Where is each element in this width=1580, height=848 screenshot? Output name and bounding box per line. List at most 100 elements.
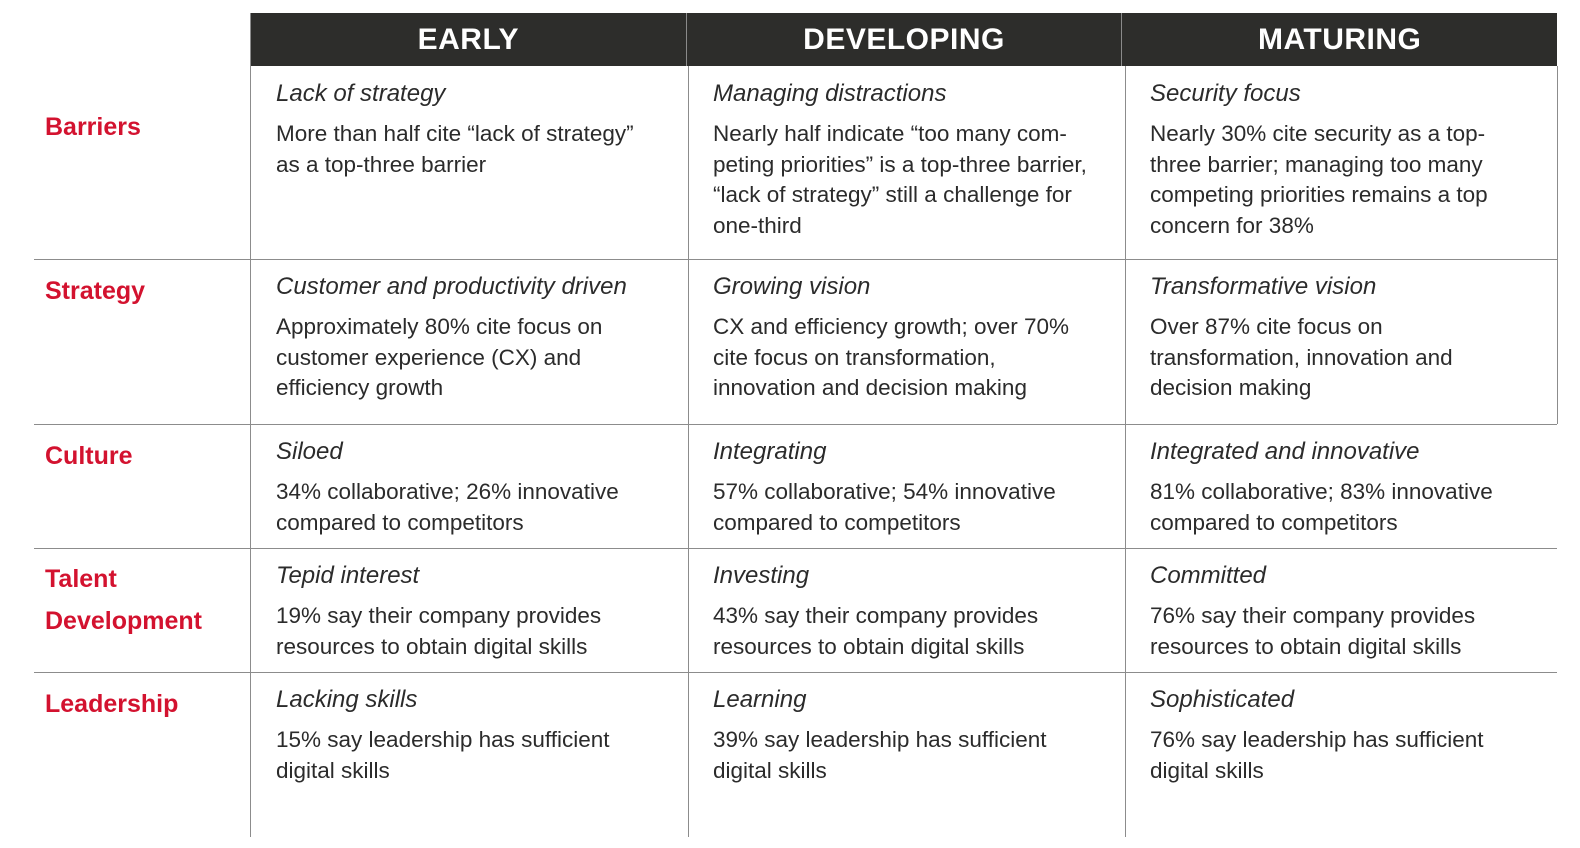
desc-line: one-third: [713, 212, 802, 238]
desc-line: “lack of strategy” still a challenge for: [713, 182, 1072, 207]
desc-line: competing priorities remains a top: [1150, 182, 1488, 207]
desc-line: Nearly half indicate “too many com-: [713, 121, 1067, 146]
desc-line: three barrier; managing too many: [1150, 151, 1483, 177]
cell-title: Customer and productivity driven: [276, 273, 627, 300]
desc-line: Over 87% cite focus on: [1150, 314, 1383, 339]
cell-title: Growing vision: [713, 273, 871, 300]
table-header: EARLY DEVELOPING MATURING: [251, 13, 1557, 66]
cell-culture-early: Siloed 34% collaborative; 26% innovative…: [276, 437, 676, 538]
cell-title: Learning: [713, 686, 807, 713]
cell-title: Lacking skills: [276, 686, 418, 713]
desc-line: Nearly 30% cite security as a top-: [1150, 121, 1486, 146]
cell-description: 19% say their company provides resources…: [276, 601, 676, 662]
cell-description: Nearly 30% cite security as a top- three…: [1150, 119, 1550, 241]
cell-talent-developing: Investing 43% say their company provides…: [713, 561, 1113, 662]
desc-line: customer experience (CX) and: [276, 344, 582, 370]
cell-title: Committed: [1150, 562, 1267, 589]
desc-line: compared to competitors: [1150, 509, 1398, 535]
cell-description: 57% collaborative; 54% innovative compar…: [713, 477, 1113, 538]
desc-line: resources to obtain digital skills: [276, 633, 588, 659]
desc-line: 43% say their company provides: [713, 603, 1039, 628]
row-label-culture: Culture: [45, 442, 133, 470]
cell-title: Siloed: [276, 438, 343, 465]
cell-talent-early: Tepid interest 19% say their company pro…: [276, 561, 676, 662]
desc-line: peting priorities” is a top-three barrie…: [713, 151, 1087, 177]
grid-line-vertical: [688, 66, 689, 837]
cell-description: CX and efficiency growth; over 70% cite …: [713, 312, 1113, 404]
cell-strategy-developing: Growing vision CX and efficiency growth;…: [713, 272, 1113, 404]
cell-leadership-maturing: Sophisticated 76% say leadership has suf…: [1150, 685, 1550, 786]
desc-line: 76% say leadership has sufficient: [1150, 727, 1484, 752]
cell-title: Lack of strategy: [276, 80, 446, 107]
cell-title: Integrating: [713, 438, 827, 465]
cell-strategy-early: Customer and productivity driven Approxi…: [276, 272, 676, 404]
cell-description: 76% say their company provides resources…: [1150, 601, 1550, 662]
desc-line: digital skills: [276, 757, 390, 783]
row-label-line: Talent: [45, 565, 117, 593]
column-header-early: EARLY: [251, 13, 687, 66]
column-header-developing: DEVELOPING: [687, 13, 1123, 66]
grid-line-horizontal: [34, 672, 1557, 673]
cell-leadership-early: Lacking skills 15% say leadership has su…: [276, 685, 676, 786]
cell-barriers-developing: Managing distractions Nearly half indica…: [713, 79, 1113, 241]
desc-line: compared to competitors: [713, 509, 961, 535]
desc-line: 57% collaborative; 54% innovative: [713, 479, 1056, 504]
desc-line: CX and efficiency growth; over 70%: [713, 314, 1070, 339]
cell-description: 34% collaborative; 26% innovative compar…: [276, 477, 676, 538]
desc-line: resources to obtain digital skills: [713, 633, 1025, 659]
desc-line: resources to obtain digital skills: [1150, 633, 1462, 659]
desc-line: cite focus on transformation,: [713, 344, 996, 370]
cell-description: 39% say leadership has sufficient digita…: [713, 725, 1113, 786]
cell-description: Over 87% cite focus on transformation, i…: [1150, 312, 1550, 404]
desc-line: compared to competitors: [276, 509, 524, 535]
cell-description: Nearly half indicate “too many com- peti…: [713, 119, 1113, 241]
grid-line-horizontal: [34, 424, 1557, 425]
desc-line: concern for 38%: [1150, 212, 1314, 238]
desc-line: 34% collaborative; 26% innovative: [276, 479, 619, 504]
column-header-maturing: MATURING: [1257, 22, 1422, 56]
desc-line: 15% say leadership has sufficient: [276, 727, 610, 752]
row-label-barriers: Barriers: [45, 113, 141, 141]
cell-barriers-early: Lack of strategy More than half cite “la…: [276, 79, 676, 180]
desc-line: innovation and decision making: [713, 375, 1027, 400]
cell-talent-maturing: Committed 76% say their company provides…: [1150, 561, 1550, 662]
desc-line: 81% collaborative; 83% innovative: [1150, 479, 1493, 504]
desc-line: 76% say their company provides: [1150, 603, 1476, 628]
grid-line-vertical: [250, 13, 251, 837]
row-label-leadership: Leadership: [45, 690, 179, 718]
cell-description: 15% say leadership has sufficient digita…: [276, 725, 676, 786]
cell-title: Sophisticated: [1150, 686, 1295, 713]
cell-title: Integrated and innovative: [1150, 438, 1420, 465]
cell-title: Transformative vision: [1150, 273, 1377, 300]
desc-line: digital skills: [713, 757, 827, 783]
cell-strategy-maturing: Transformative vision Over 87% cite focu…: [1150, 272, 1550, 404]
cell-description: 76% say leadership has sufficient digita…: [1150, 725, 1550, 786]
row-label-talent-development: Talent Development: [45, 558, 245, 642]
cell-description: More than half cite “lack of strategy” a…: [276, 119, 676, 180]
cell-title: Managing distractions: [713, 80, 947, 107]
desc-line: More than half cite “lack of strategy”: [276, 121, 634, 146]
row-label-line: Development: [45, 607, 202, 635]
grid-line-horizontal: [34, 548, 1557, 549]
desc-line: efficiency growth: [276, 375, 444, 400]
desc-line: Approximately 80% cite focus on: [276, 314, 603, 339]
cell-description: 81% collaborative; 83% innovative compar…: [1150, 477, 1550, 538]
cell-barriers-maturing: Security focus Nearly 30% cite security …: [1150, 79, 1550, 241]
cell-leadership-developing: Learning 39% say leadership has sufficie…: [713, 685, 1113, 786]
cell-culture-maturing: Integrated and innovative 81% collaborat…: [1150, 437, 1550, 538]
cell-title: Security focus: [1150, 80, 1301, 107]
desc-line: as a top-three barrier: [276, 151, 487, 177]
cell-culture-developing: Integrating 57% collaborative; 54% innov…: [713, 437, 1113, 538]
desc-line: decision making: [1150, 375, 1312, 400]
desc-line: digital skills: [1150, 757, 1264, 783]
row-label-strategy: Strategy: [45, 277, 146, 305]
desc-line: transformation, innovation and: [1150, 344, 1453, 370]
cell-title: Investing: [713, 562, 810, 589]
cell-title: Tepid interest: [276, 562, 420, 589]
grid-line-vertical: [1125, 66, 1126, 837]
grid-line-vertical: [1557, 66, 1558, 424]
cell-description: Approximately 80% cite focus on customer…: [276, 312, 676, 404]
desc-line: 19% say their company provides: [276, 603, 602, 628]
cell-description: 43% say their company provides resources…: [713, 601, 1113, 662]
